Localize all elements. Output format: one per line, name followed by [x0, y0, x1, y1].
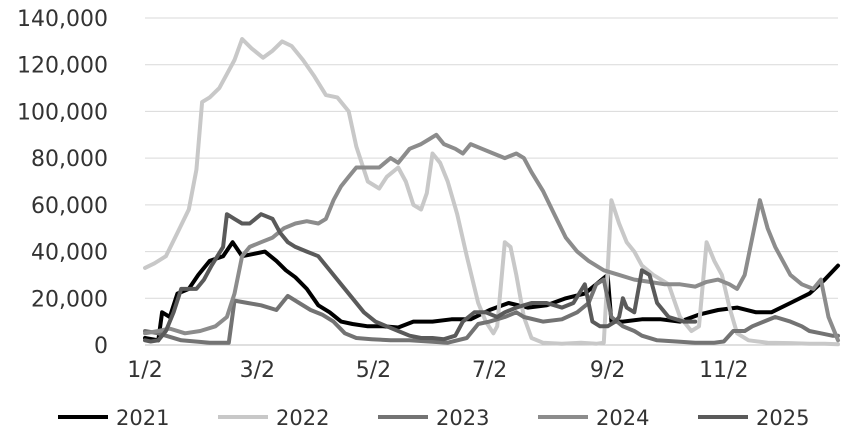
y-tick-label: 0	[94, 334, 108, 359]
x-tick-label: 5/2	[356, 358, 391, 383]
plot-area	[143, 37, 840, 347]
x-tick-label: 3/2	[240, 358, 275, 383]
series-line-2022	[143, 37, 840, 347]
y-tick-label: 40,000	[31, 241, 108, 266]
series-line-2023	[143, 277, 840, 345]
y-tick-label: 80,000	[31, 147, 108, 172]
x-tick-label: 1/2	[127, 358, 162, 383]
series-line-2021	[143, 240, 840, 343]
gridlines	[145, 17, 838, 346]
y-tick-label: 60,000	[31, 194, 108, 219]
legend-label-2022: 2022	[276, 406, 329, 430]
x-tick-label: 11/2	[699, 358, 748, 383]
legend: 2021 2022 2023 2024 2025	[58, 406, 809, 430]
series-line-2024	[143, 132, 840, 343]
x-tick-label: 7/2	[472, 358, 507, 383]
x-axis-tick-labels: 1/2 3/2 5/2 7/2 9/2 11/2	[127, 358, 748, 383]
y-tick-label: 100,000	[17, 100, 108, 125]
y-axis-tick-labels: 0 20,000 40,000 60,000 80,000 100,000 120,000 1…	[17, 7, 108, 359]
y-tick-label: 140,000	[17, 7, 108, 32]
legend-label-2025: 2025	[756, 406, 809, 430]
legend-label-2021: 2021	[116, 406, 169, 430]
y-tick-label: 120,000	[17, 54, 108, 79]
y-tick-label: 20,000	[31, 287, 108, 312]
legend-label-2024: 2024	[596, 406, 649, 430]
x-tick-label: 9/2	[590, 358, 625, 383]
legend-label-2023: 2023	[436, 406, 489, 430]
series-line-2025	[143, 212, 698, 344]
